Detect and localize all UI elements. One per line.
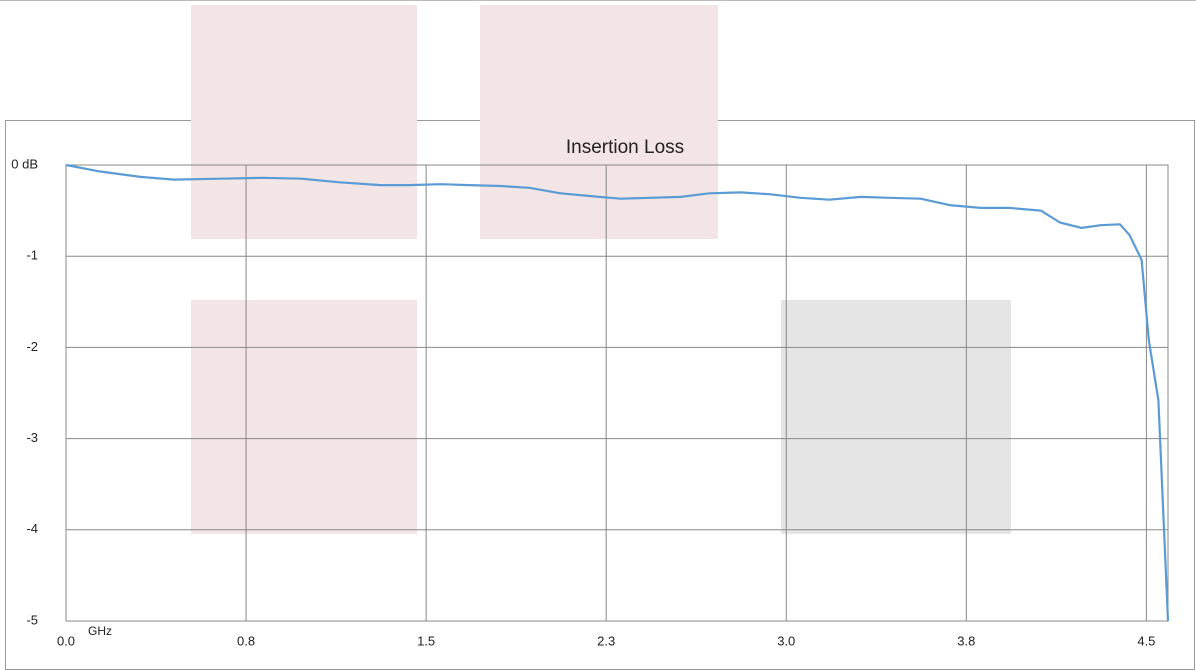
overlay-box <box>191 5 417 239</box>
y-tick-label: -2 <box>26 339 38 354</box>
overlay-box <box>781 300 1011 534</box>
x-tick-label: 3.8 <box>957 633 975 648</box>
overlay-box <box>480 5 718 239</box>
x-tick-label: 0.0 <box>57 633 75 648</box>
overlay-box <box>191 300 417 534</box>
y-tick-label: -4 <box>26 521 38 536</box>
data-line <box>65 163 1170 622</box>
x-tick-label: 4.5 <box>1137 633 1155 648</box>
x-axis-label: GHz <box>88 624 112 638</box>
y-tick-label: -3 <box>26 430 38 445</box>
x-tick-label: 0.8 <box>237 633 255 648</box>
chart-title: Insertion Loss <box>566 137 684 158</box>
y-tick-label: -1 <box>26 248 38 263</box>
x-tick-label: 2.3 <box>597 633 615 648</box>
y-tick-label: 0 dB <box>11 156 38 171</box>
x-tick-label: 1.5 <box>417 633 435 648</box>
overlay-boxes <box>191 5 1011 534</box>
y-tick-label: -5 <box>26 612 38 627</box>
x-tick-label: 3.0 <box>777 633 795 648</box>
plot: 0 dB -1 -2 -3 -4 -5 0.0 0.8 1.5 2.3 3.0 3.8 4.5 <box>11 156 1170 648</box>
